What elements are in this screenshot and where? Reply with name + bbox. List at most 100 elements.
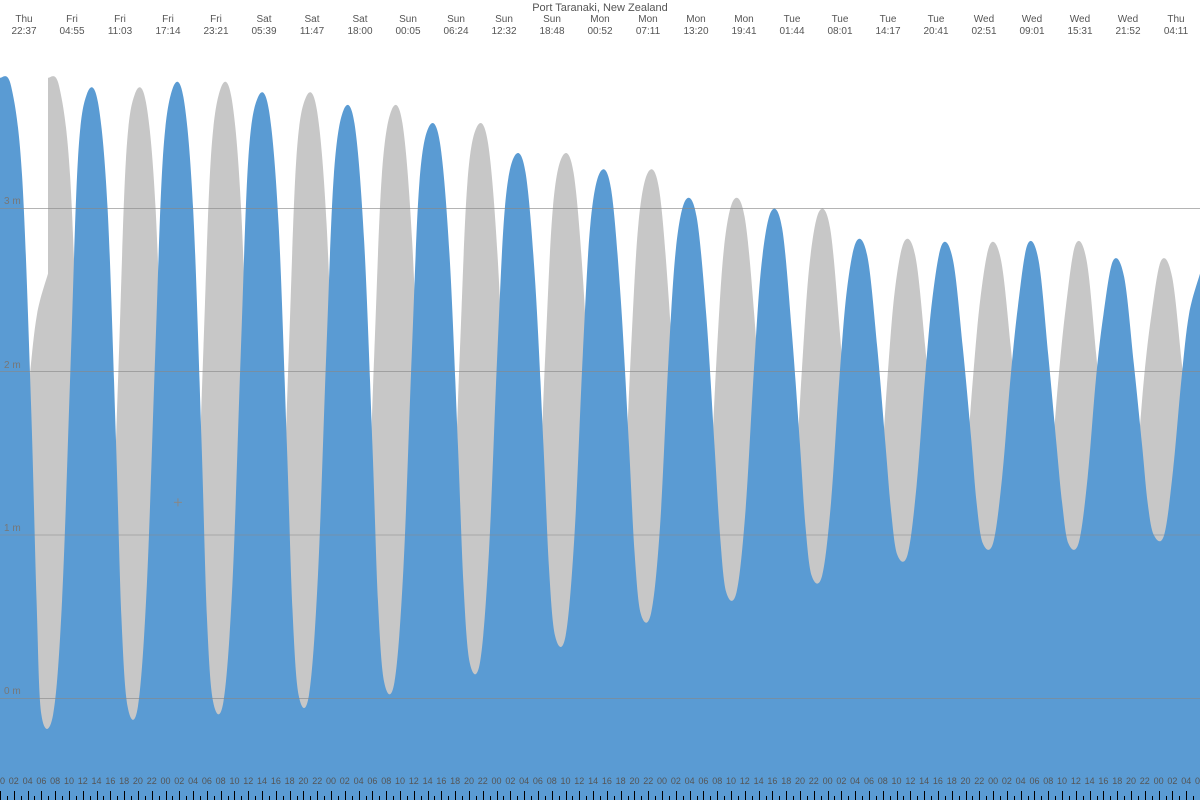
x-tick-major xyxy=(1172,791,1173,800)
x-tick-major xyxy=(1131,791,1132,800)
x-axis-label: 08 xyxy=(878,776,888,786)
x-axis-label: 04 xyxy=(850,776,860,786)
x-tick-major xyxy=(0,791,1,800)
x-tick-major xyxy=(593,791,594,800)
x-axis-label: 04 xyxy=(1016,776,1026,786)
x-tick-minor xyxy=(793,796,794,800)
x-tick-major xyxy=(648,791,649,800)
x-axis-label: 20 xyxy=(464,776,474,786)
x-axis-label: 08 xyxy=(1043,776,1053,786)
x-tick-major xyxy=(124,791,125,800)
x-axis-label: 14 xyxy=(257,776,267,786)
x-axis-label: 00 xyxy=(657,776,667,786)
x-tick-minor xyxy=(310,796,311,800)
x-axis-label: 20 xyxy=(298,776,308,786)
x-tick-minor xyxy=(283,796,284,800)
x-tick-major xyxy=(1186,791,1187,800)
x-tick-major xyxy=(1062,791,1063,800)
x-tick-minor xyxy=(117,796,118,800)
x-tick-major xyxy=(345,791,346,800)
x-tick-minor xyxy=(572,796,573,800)
x-tick-minor xyxy=(738,796,739,800)
x-axis-label: 22 xyxy=(643,776,653,786)
x-tick-minor xyxy=(1166,796,1167,800)
x-tick-major xyxy=(786,791,787,800)
x-axis-label: 20 xyxy=(795,776,805,786)
x-axis-label: 00 xyxy=(161,776,171,786)
x-tick-major xyxy=(510,791,511,800)
x-axis-label: 12 xyxy=(1071,776,1081,786)
x-axis-label: 16 xyxy=(436,776,446,786)
x-tick-minor xyxy=(1069,796,1070,800)
x-tick-major xyxy=(938,791,939,800)
x-tick-major xyxy=(179,791,180,800)
x-axis-label: 06 xyxy=(1029,776,1039,786)
x-tick-major xyxy=(166,791,167,800)
x-tick-major xyxy=(152,791,153,800)
x-axis-label: 10 xyxy=(561,776,571,786)
x-tick-minor xyxy=(103,796,104,800)
x-axis-label: 00 xyxy=(823,776,833,786)
x-axis-label: 04 xyxy=(519,776,529,786)
x-tick-minor xyxy=(683,796,684,800)
x-axis-label: 00 xyxy=(326,776,336,786)
x-tick-major xyxy=(703,791,704,800)
x-tick-major xyxy=(1117,791,1118,800)
x-tick-major xyxy=(993,791,994,800)
x-tick-minor xyxy=(876,796,877,800)
x-tick-major xyxy=(428,791,429,800)
x-axis-label: 10 xyxy=(892,776,902,786)
x-tick-minor xyxy=(628,796,629,800)
x-tick-major xyxy=(207,791,208,800)
x-tick-major xyxy=(924,791,925,800)
x-tick-major xyxy=(745,791,746,800)
x-axis-label: 06 xyxy=(533,776,543,786)
x-tick-minor xyxy=(255,796,256,800)
x-tick-minor xyxy=(779,796,780,800)
x-axis-label: 22 xyxy=(1140,776,1150,786)
x-axis-label: 00 xyxy=(1154,776,1164,786)
x-axis-label: 14 xyxy=(423,776,433,786)
x-axis-label: 14 xyxy=(754,776,764,786)
x-tick-minor xyxy=(945,796,946,800)
x-tick-major xyxy=(897,791,898,800)
x-tick-minor xyxy=(379,796,380,800)
x-tick-minor xyxy=(228,796,229,800)
x-tick-major xyxy=(869,791,870,800)
x-tick-major xyxy=(28,791,29,800)
x-tick-minor xyxy=(338,796,339,800)
x-tick-minor xyxy=(1193,796,1194,800)
x-axis-label: 06 xyxy=(698,776,708,786)
x-axis-label: 20 xyxy=(133,776,143,786)
x-tick-major xyxy=(772,791,773,800)
x-tick-minor xyxy=(1028,796,1029,800)
x-axis-label: 16 xyxy=(1098,776,1108,786)
x-tick-major xyxy=(1021,791,1022,800)
x-tick-minor xyxy=(766,796,767,800)
x-axis-label: 18 xyxy=(781,776,791,786)
y-axis-label: 1 m xyxy=(4,523,21,534)
x-tick-minor xyxy=(462,796,463,800)
x-tick-minor xyxy=(641,796,642,800)
x-tick-major xyxy=(276,791,277,800)
x-tick-minor xyxy=(393,796,394,800)
x-tick-minor xyxy=(559,796,560,800)
x-tick-minor xyxy=(131,796,132,800)
x-tick-minor xyxy=(62,796,63,800)
x-tick-major xyxy=(607,791,608,800)
x-tick-minor xyxy=(862,796,863,800)
x-tick-major xyxy=(14,791,15,800)
x-tick-major xyxy=(1103,791,1104,800)
x-axis-label: 14 xyxy=(92,776,102,786)
x-tick-major xyxy=(1007,791,1008,800)
x-axis-label: 10 xyxy=(229,776,239,786)
x-tick-minor xyxy=(241,796,242,800)
x-tick-minor xyxy=(1152,796,1153,800)
x-tick-major xyxy=(359,791,360,800)
x-axis-label: 12 xyxy=(243,776,253,786)
x-axis-label: 04 xyxy=(685,776,695,786)
x-tick-minor xyxy=(821,796,822,800)
x-axis-label: 08 xyxy=(216,776,226,786)
x-tick-major xyxy=(579,791,580,800)
x-tick-minor xyxy=(297,796,298,800)
